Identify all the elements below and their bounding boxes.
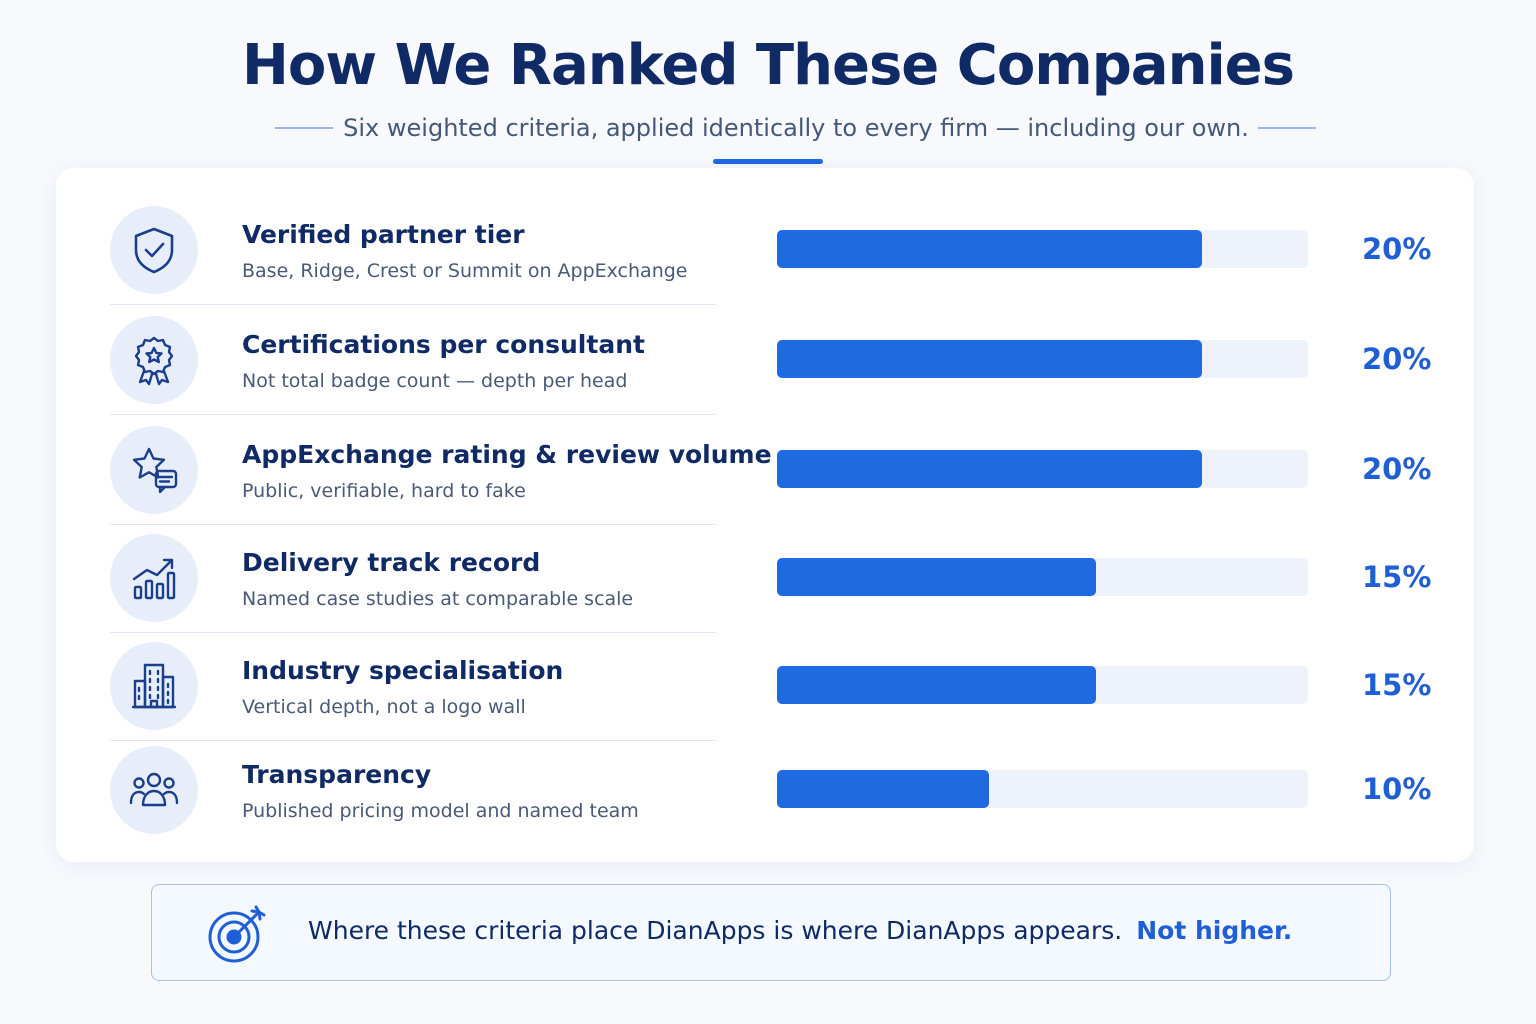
callout-box: Where these criteria place DianApps is w… bbox=[151, 884, 1391, 981]
bar-verified-partner-tier bbox=[777, 230, 1202, 268]
criterion-description: Base, Ridge, Crest or Summit on AppExcha… bbox=[242, 260, 688, 282]
bar-value-label: 15% bbox=[1362, 668, 1432, 702]
row-divider bbox=[110, 632, 716, 633]
row-divider bbox=[110, 414, 716, 415]
bar-value-label: 20% bbox=[1362, 232, 1432, 266]
bar-value-label: 20% bbox=[1362, 342, 1432, 376]
criterion-label: Verified partner tier bbox=[242, 220, 525, 249]
row-divider bbox=[110, 304, 716, 305]
row-divider bbox=[110, 524, 716, 525]
criterion-label: Delivery track record bbox=[242, 548, 541, 577]
bar-transparency bbox=[777, 770, 990, 808]
growth-chart-icon bbox=[110, 534, 198, 622]
target-icon bbox=[208, 905, 266, 963]
bar-track bbox=[777, 666, 1308, 704]
bar-track bbox=[777, 558, 1308, 596]
criterion-row-certifications: Certifications per consultant Not total … bbox=[56, 278, 1474, 415]
shield-check-icon bbox=[110, 206, 198, 294]
criterion-description: Vertical depth, not a logo wall bbox=[242, 696, 526, 718]
criterion-row-transparency: Transparency Published pricing model and… bbox=[56, 708, 1474, 834]
bar-track bbox=[777, 230, 1308, 268]
subtitle-row: Six weighted criteria, applied identical… bbox=[0, 110, 1536, 150]
bar-track bbox=[777, 770, 1308, 808]
criterion-row-verified-partner-tier: Verified partner tier Base, Ridge, Crest… bbox=[56, 168, 1474, 305]
subtitle-line-left bbox=[275, 127, 333, 129]
bar-track bbox=[777, 340, 1308, 378]
title-accent-bar bbox=[713, 159, 823, 164]
bar-appexchange-rating bbox=[777, 450, 1202, 488]
bar-track bbox=[777, 450, 1308, 488]
criterion-description: Named case studies at comparable scale bbox=[242, 588, 634, 610]
callout-statement: Where these criteria place DianApps is w… bbox=[308, 916, 1123, 945]
criteria-card: Verified partner tier Base, Ridge, Crest… bbox=[56, 168, 1474, 862]
row-divider bbox=[110, 740, 716, 741]
criterion-description: Public, verifiable, hard to fake bbox=[242, 480, 526, 502]
team-icon bbox=[110, 746, 198, 834]
page-title: How We Ranked These Companies bbox=[242, 33, 1295, 98]
criterion-row-delivery-track-record: Delivery track record Named case studies… bbox=[56, 496, 1474, 633]
criterion-label: Certifications per consultant bbox=[242, 330, 645, 359]
bar-value-label: 10% bbox=[1362, 772, 1432, 806]
callout-text: Where these criteria place DianApps is w… bbox=[308, 913, 1292, 949]
building-icon bbox=[110, 642, 198, 730]
criterion-description: Not total badge count — depth per head bbox=[242, 370, 628, 392]
award-badge-icon bbox=[110, 316, 198, 404]
criterion-row-industry-specialisation: Industry specialisation Vertical depth, … bbox=[56, 604, 1474, 741]
criterion-description: Published pricing model and named team bbox=[242, 800, 639, 822]
star-review-icon bbox=[110, 426, 198, 514]
criterion-label: Transparency bbox=[242, 760, 432, 789]
criterion-row-appexchange-rating: AppExchange rating & review volume Publi… bbox=[56, 388, 1474, 525]
subtitle-line-right bbox=[1258, 127, 1316, 129]
bar-certifications-per-consultant bbox=[777, 340, 1202, 378]
bar-value-label: 15% bbox=[1362, 560, 1432, 594]
bar-value-label: 20% bbox=[1362, 452, 1432, 486]
bar-delivery-track-record bbox=[777, 558, 1096, 596]
page-subtitle: Six weighted criteria, applied identical… bbox=[343, 114, 1249, 142]
callout-emphasis: Not higher. bbox=[1136, 916, 1293, 945]
criterion-label: AppExchange rating & review volume bbox=[242, 440, 772, 469]
bar-industry-specialisation bbox=[777, 666, 1096, 704]
criterion-label: Industry specialisation bbox=[242, 656, 564, 685]
